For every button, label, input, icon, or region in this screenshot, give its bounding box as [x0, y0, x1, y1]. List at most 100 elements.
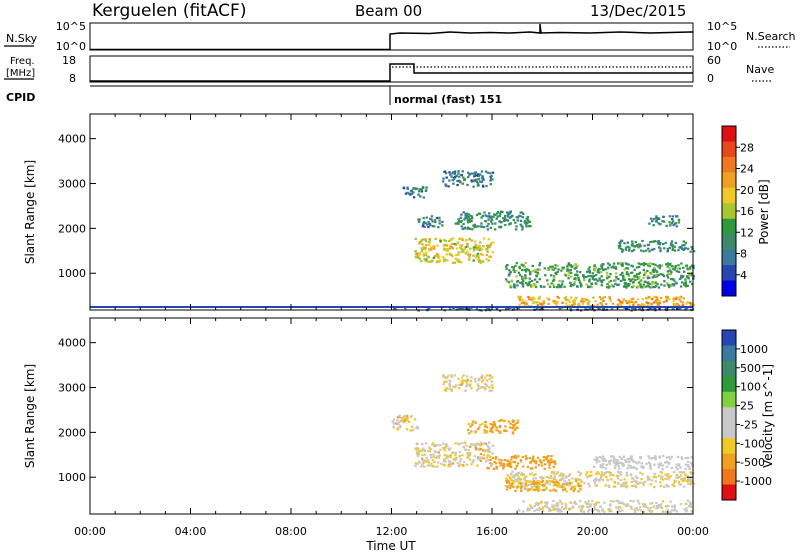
data-cell: [454, 222, 457, 225]
data-cell: [535, 301, 538, 304]
data-cell: [656, 298, 659, 301]
data-cell: [587, 505, 590, 509]
data-cell: [451, 451, 454, 454]
data-cell: [481, 422, 484, 425]
data-cell: [516, 478, 519, 481]
data-cell: [676, 307, 679, 310]
data-cell: [556, 503, 559, 506]
data-cell: [631, 244, 634, 247]
data-cell: [666, 270, 670, 273]
data-cell: [620, 301, 623, 304]
data-cell: [670, 240, 674, 243]
data-cell: [540, 476, 543, 479]
data-cell: [642, 250, 645, 253]
data-cell: [553, 473, 556, 476]
data-cell: [472, 185, 475, 188]
data-cell: [688, 467, 691, 470]
data-cell: [453, 385, 457, 389]
data-cell: [605, 303, 608, 306]
data-cell: [470, 463, 473, 466]
data-cell: [548, 480, 551, 483]
data-cell: [578, 482, 581, 485]
nsky-label: N.Sky: [6, 32, 38, 45]
data-cell: [527, 219, 530, 222]
data-cell: [677, 218, 681, 221]
data-cell: [469, 247, 472, 250]
data-cell: [538, 482, 541, 486]
data-cell: [476, 225, 480, 228]
data-cell: [435, 216, 439, 220]
data-cell: [468, 227, 472, 230]
data-cell: [494, 462, 498, 465]
data-cell: [612, 500, 615, 503]
data-cell: [616, 499, 620, 502]
data-cell: [593, 458, 596, 461]
data-cell: [419, 450, 422, 453]
data-cell: [513, 270, 516, 273]
data-cell: [470, 219, 473, 223]
data-cell: [607, 508, 610, 511]
freq-tick-bottom: 8: [69, 72, 76, 85]
data-cell: [667, 297, 671, 300]
velocity-ylabel: Slant Range [km]: [23, 364, 37, 468]
data-cell: [524, 262, 527, 265]
data-cell: [461, 376, 464, 379]
data-cell: [619, 279, 623, 283]
data-cell: [506, 459, 509, 462]
data-cell: [508, 482, 512, 485]
data-cell: [434, 451, 438, 454]
data-cell: [445, 380, 448, 383]
data-cell: [451, 261, 455, 264]
data-cell: [472, 259, 475, 262]
data-cell: [465, 383, 469, 386]
data-cell: [414, 464, 417, 467]
data-cell: [418, 240, 421, 243]
data-cell: [510, 458, 513, 461]
data-cell: [432, 453, 435, 456]
data-cell: [558, 474, 561, 477]
data-cell: [550, 455, 553, 458]
data-cell: [507, 420, 511, 423]
data-cell: [628, 283, 631, 286]
data-cell: [516, 486, 519, 489]
data-cell: [536, 280, 539, 284]
data-cell: [668, 267, 671, 270]
data-cell: [665, 298, 669, 301]
data-cell: [593, 264, 596, 267]
data-cell: [605, 463, 608, 467]
data-cell: [444, 446, 447, 449]
data-cell: [517, 482, 521, 485]
data-cell: [515, 275, 518, 278]
data-cell: [483, 226, 486, 229]
data-cell: [643, 480, 647, 483]
data-cell: [659, 470, 662, 474]
data-cell: [654, 480, 657, 483]
data-cell: [666, 274, 669, 277]
data-cell: [667, 478, 670, 481]
data-cell: [536, 271, 539, 274]
data-cell: [484, 460, 488, 463]
data-cell: [598, 479, 601, 482]
data-cell: [639, 249, 643, 252]
data-cell: [433, 247, 436, 250]
data-cell: [524, 483, 527, 486]
data-cell: [516, 426, 519, 429]
data-cell: [648, 222, 651, 225]
data-cell: [502, 465, 506, 468]
data-cell: [683, 282, 686, 286]
data-cell: [599, 302, 602, 305]
data-cell: [618, 242, 622, 246]
data-cell: [477, 256, 480, 259]
data-cell: [536, 456, 540, 459]
data-cell: [534, 477, 538, 480]
data-cell: [444, 457, 448, 460]
data-cell: [507, 462, 511, 466]
data-cell: [544, 456, 547, 459]
data-cell: [552, 489, 555, 492]
data-cell: [661, 273, 665, 276]
data-cell: [686, 275, 689, 278]
data-cell: [526, 218, 529, 221]
data-cell: [626, 241, 629, 244]
data-cell: [458, 463, 461, 466]
data-cell: [551, 504, 554, 507]
